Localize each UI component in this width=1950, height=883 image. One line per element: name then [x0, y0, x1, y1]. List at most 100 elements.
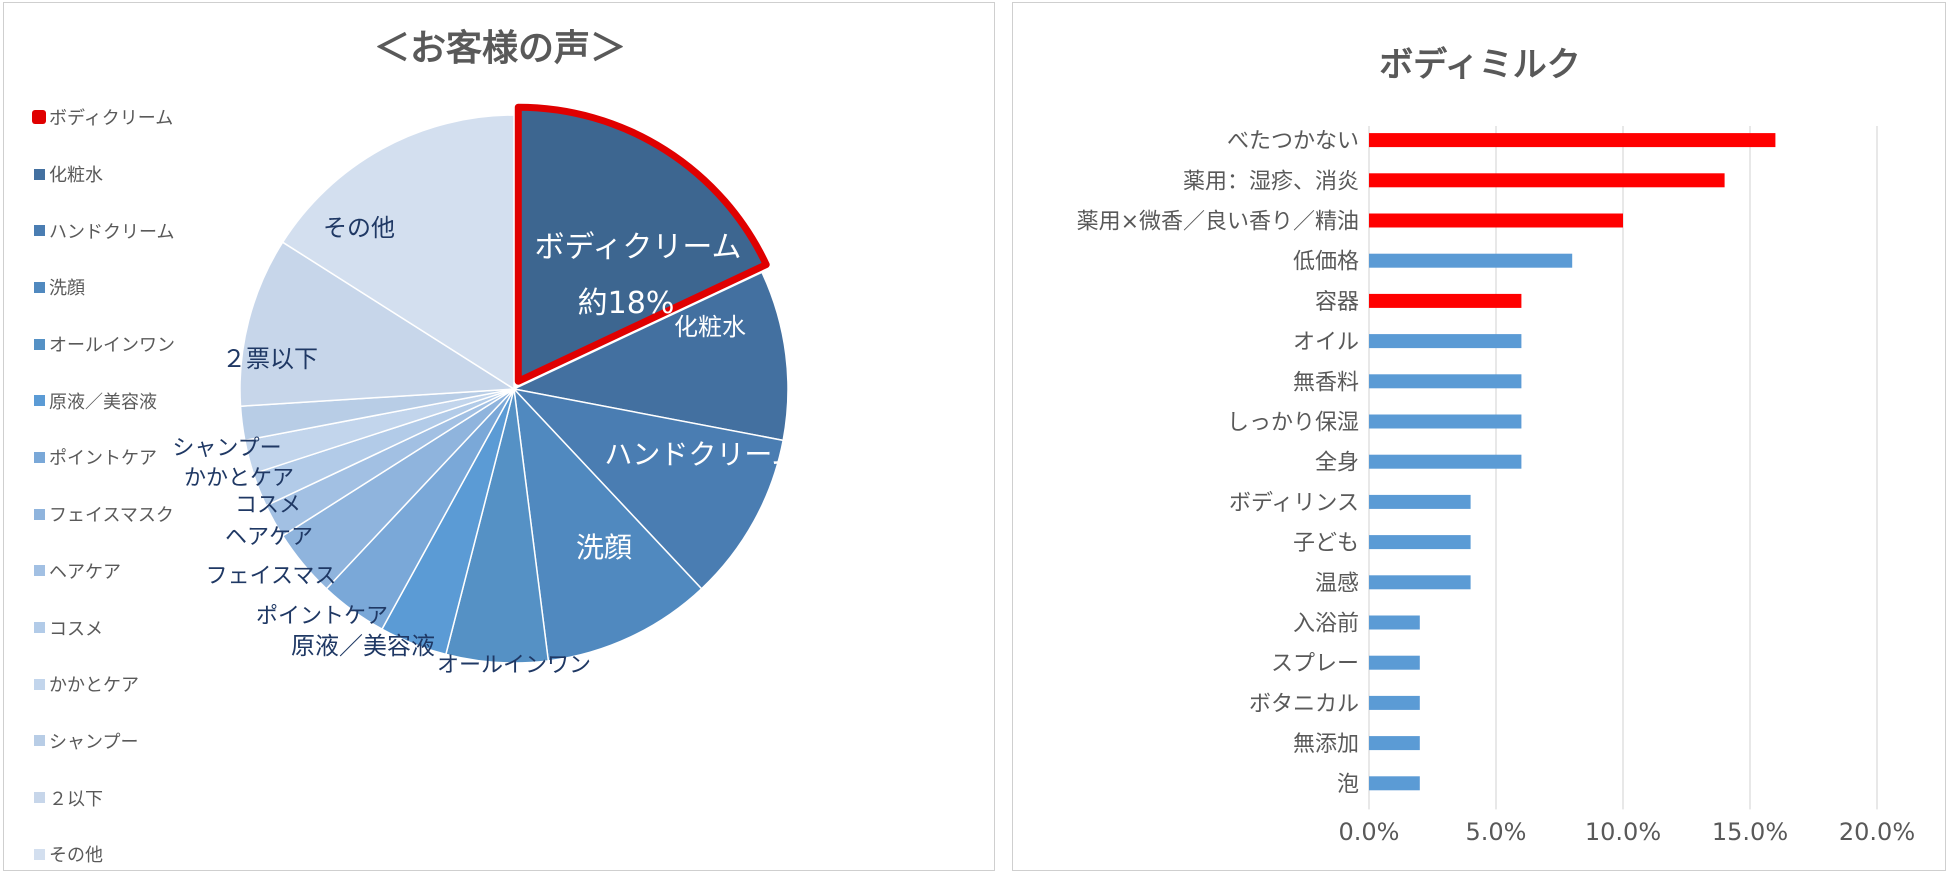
legend-swatch: [32, 110, 46, 125]
pie-slice-label: フェイスマス: [206, 564, 337, 589]
legend-label: 化粧水: [49, 165, 103, 187]
x-tick-label: 0.0%: [1339, 818, 1400, 846]
legend-label: ２以下: [49, 788, 103, 810]
legend-item: その他: [34, 826, 175, 883]
bar-chart-title: ボディミルク: [1379, 45, 1581, 85]
bar: [1369, 293, 1522, 308]
pie-slice-label: ボディクリーム: [535, 230, 742, 265]
legend-label: ハンドクリーム: [49, 221, 175, 243]
category-label: 無添加: [1293, 732, 1359, 757]
legend-label: ポイントケア: [49, 448, 157, 470]
legend-label: オールインワン: [49, 335, 175, 357]
x-tick-label: 15.0%: [1712, 818, 1788, 846]
pie-slice-label: ポイントケア: [256, 604, 388, 629]
legend-item: ヘアケア: [34, 543, 175, 600]
pie-slice: [514, 103, 770, 385]
category-label: 全身: [1315, 451, 1359, 476]
category-label: 低価格: [1293, 250, 1359, 275]
legend-swatch: [34, 735, 45, 747]
pie-slice-label: オールインワン: [437, 653, 591, 678]
category-label: しっかり保湿: [1227, 411, 1359, 436]
pie-slice: [281, 114, 515, 390]
legend-item: オールインワン: [34, 316, 175, 373]
legend-swatch: [34, 848, 45, 860]
legend-label: ヘアケア: [49, 561, 121, 583]
pie-slice-label: 原液／美容液: [291, 632, 435, 660]
bar: [1369, 374, 1522, 389]
pie-slice-label: 化粧水: [674, 313, 746, 341]
bar: [1369, 736, 1420, 751]
legend-swatch: [34, 622, 45, 634]
pie-slice: [513, 271, 789, 442]
legend-label: かかとケア: [49, 675, 139, 697]
category-label: 容器: [1315, 290, 1359, 315]
pie-slice: [513, 388, 784, 590]
legend-swatch: [34, 168, 45, 180]
legend-swatch: [34, 395, 45, 407]
bar: [1369, 776, 1420, 791]
legend-swatch: [34, 565, 45, 577]
bar: [1369, 334, 1522, 349]
bar-chart-panel: ボディミルク 0.0% 5.0% 10.0% 15.0% 20.0% べたつかない 薬用：湿…: [1012, 2, 1946, 871]
category-label: 入浴前: [1293, 612, 1359, 637]
legend-item: シャンプー: [34, 713, 175, 770]
pie-slice-label: シャンプー: [172, 436, 281, 461]
bar: [1369, 695, 1420, 710]
bar: [1369, 615, 1420, 630]
bar: [1369, 535, 1471, 550]
legend-item: 化粧水: [34, 146, 175, 203]
bar: [1369, 213, 1623, 228]
legend-item: 洗顔: [34, 259, 175, 316]
pie-slice: [239, 241, 515, 407]
bar: [1369, 173, 1725, 188]
legend-label: フェイスマスク: [49, 505, 174, 527]
legend-item: ポイントケア: [34, 429, 175, 486]
category-label: べたつかない: [1227, 129, 1359, 154]
bar: [1369, 575, 1471, 590]
legend-label: コスメ: [49, 618, 103, 640]
bar: [1369, 454, 1522, 469]
legend-item: ハンドクリーム: [34, 202, 175, 259]
category-label: スプレー: [1271, 652, 1359, 677]
category-label: 子ども: [1293, 531, 1359, 556]
category-label: 薬用×微香／良い香り／精油: [1077, 210, 1359, 235]
pie-slice: [513, 388, 703, 662]
category-label: 温感: [1315, 571, 1359, 596]
legend-item: コスメ: [34, 599, 175, 656]
category-label: 薬用：湿疹、消炎: [1183, 169, 1359, 194]
legend-swatch: [34, 338, 45, 350]
legend-item: ２以下: [34, 769, 175, 826]
x-tick-label: 10.0%: [1585, 818, 1661, 846]
legend-item: 原液／美容液: [34, 372, 175, 429]
category-label: オイル: [1293, 330, 1359, 355]
bar: [1369, 133, 1776, 148]
legend-swatch: [34, 225, 45, 237]
pie-slice-label: ２票以下: [222, 345, 318, 373]
bar: [1369, 253, 1573, 268]
legend-item: かかとケア: [34, 656, 175, 713]
pie-legend: ボディクリーム 化粧水ハンドクリーム 洗顔オールインワン 原液／美容液 ポイントケア フェ…: [32, 89, 175, 883]
pie-chart-title: ＜お客様の声＞: [373, 28, 626, 69]
pie-slice-percent-label: 約18%: [578, 286, 675, 321]
legend-swatch: [34, 451, 45, 463]
x-tick-label: 5.0%: [1466, 818, 1527, 846]
pie-slice-label: その他: [323, 214, 395, 242]
bar-chart: 0.0% 5.0% 10.0% 15.0% 20.0% べたつかない薬用：湿疹、消炎薬用×…: [1077, 126, 1915, 846]
pie-slice-label: かかとケア: [184, 466, 294, 491]
legend-label: 洗顔: [49, 278, 85, 300]
legend-label: 原液／美容液: [49, 391, 157, 413]
category-label: 無香料: [1293, 370, 1359, 395]
category-label: 泡: [1337, 772, 1359, 797]
pie-chart-panel: ＜お客様の声＞ ボディクリーム 化粧水 ハンドクリーム 洗顔 オールインワン 原液／美容液…: [3, 2, 995, 871]
bar: [1369, 494, 1471, 509]
legend-item: ボディクリーム: [32, 89, 175, 146]
legend-swatch: [34, 678, 45, 690]
legend-item: フェイスマスク: [34, 486, 175, 543]
legend-label: ボディクリーム: [49, 108, 174, 130]
legend-label: シャンプー: [49, 731, 139, 753]
legend-swatch: [34, 281, 45, 293]
pie-slice-label: コスメ: [235, 493, 301, 518]
bar: [1369, 414, 1522, 429]
category-label: ボディリンス: [1229, 491, 1359, 516]
